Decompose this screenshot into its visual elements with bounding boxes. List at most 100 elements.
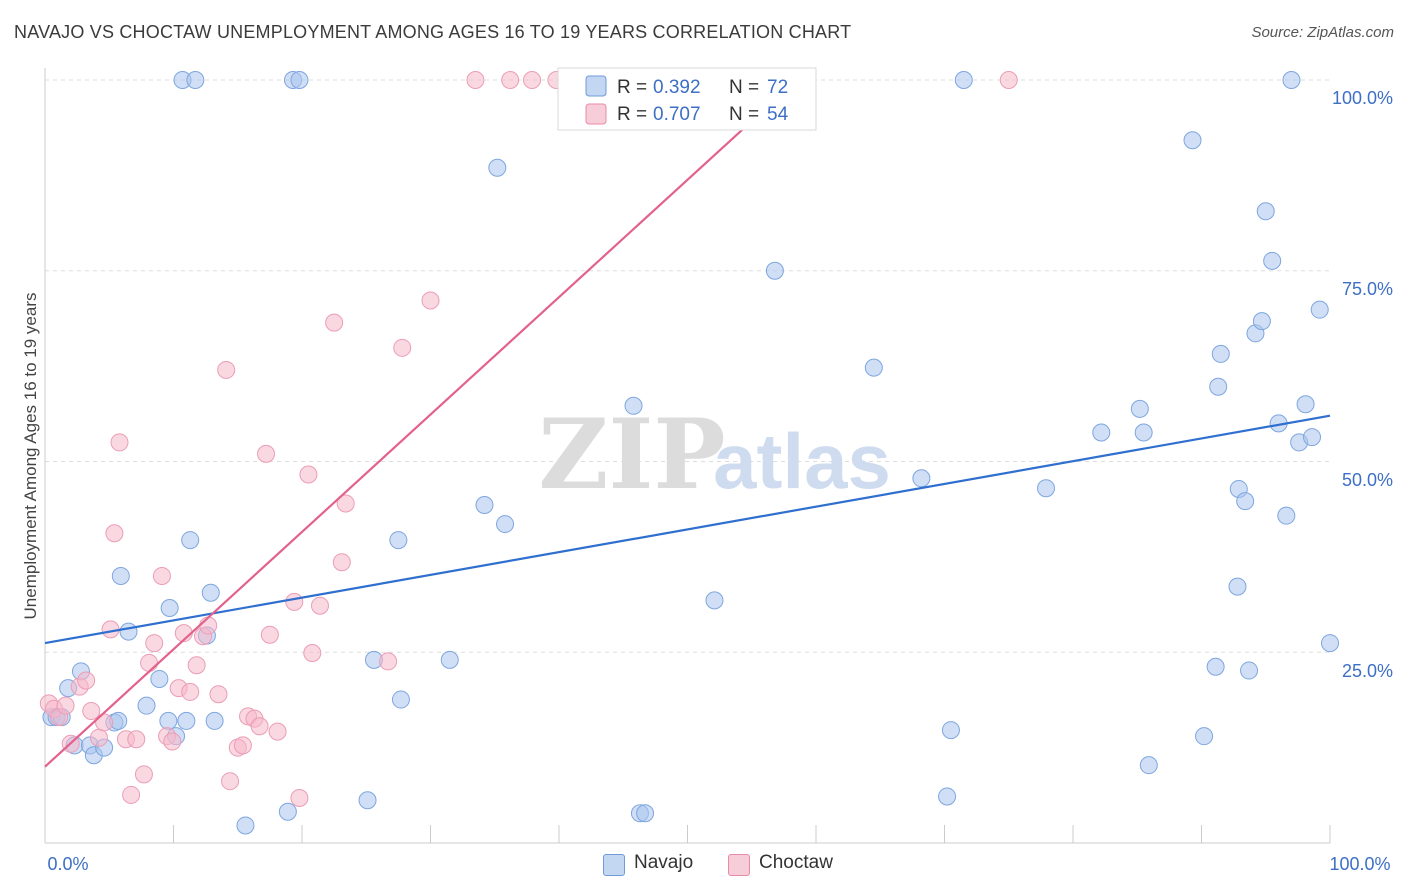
navajo-point (177, 711, 196, 730)
x-tick-label-max: 100.0% (1329, 854, 1390, 874)
legend-n-value-choctaw: 54 (767, 104, 789, 125)
bottom-legend-label-navajo: Navajo (634, 852, 694, 873)
choctaw-point (152, 566, 171, 585)
navajo-point (938, 787, 957, 806)
navajo-point (1303, 428, 1322, 447)
navajo-point (496, 515, 515, 534)
choctaw-point (163, 732, 182, 751)
navajo-point (1130, 399, 1149, 418)
navajo-point (1310, 300, 1329, 319)
navajo-point (1209, 377, 1228, 396)
legend-r-value-navajo: 0.392 (653, 77, 701, 98)
gridlines (45, 79, 1330, 653)
navajo-point (488, 158, 507, 177)
choctaw-trend-line (44, 79, 798, 768)
choctaw-point (145, 634, 164, 653)
choctaw-point (290, 788, 309, 807)
choctaw-point (250, 717, 269, 736)
legend-n-label-choctaw: N = (729, 104, 759, 125)
choctaw-point (140, 653, 159, 672)
choctaw-point (379, 652, 398, 671)
navajo-point (1240, 661, 1259, 680)
navajo-point (391, 690, 410, 709)
navajo-point (1211, 344, 1230, 363)
legend-swatch-choctaw (585, 103, 607, 125)
choctaw-point (303, 644, 322, 663)
choctaw-point (209, 685, 228, 704)
navajo-point (1139, 756, 1158, 775)
navajo-point (119, 622, 138, 641)
navajo-point (181, 531, 200, 550)
navajo-point (440, 650, 459, 669)
choctaw-point (336, 494, 355, 513)
choctaw-point (268, 722, 287, 741)
choctaw-point (310, 596, 329, 615)
choctaw-point (110, 433, 129, 452)
choctaw-point (187, 656, 206, 675)
choctaw-point (393, 338, 412, 357)
tick-labels: 0.0% 100.0% 25.0% 50.0% 75.0% 100.0% (47, 88, 1393, 874)
choctaw-point (523, 71, 542, 89)
choctaw-point (299, 465, 318, 484)
legend-r-label-navajo: R = (617, 77, 647, 98)
navajo-point (636, 804, 655, 823)
choctaw-point (199, 616, 218, 635)
navajo-point (1236, 492, 1255, 511)
navajo-point (1134, 423, 1153, 442)
legend-swatch-navajo (585, 75, 607, 97)
choctaw-point (421, 291, 440, 310)
navajo-point (160, 598, 179, 617)
choctaw-point (134, 765, 153, 784)
y-tick-label-25: 25.0% (1342, 661, 1393, 681)
navajo-point (1321, 634, 1339, 653)
bottom-legend-label-choctaw: Choctaw (759, 852, 833, 873)
navajo-point (236, 816, 255, 835)
choctaw-point (325, 313, 344, 332)
choctaw-point (217, 360, 236, 379)
navajo-point (765, 261, 784, 280)
navajo-point (111, 566, 130, 585)
x-tick-label-min: 0.0% (47, 854, 88, 874)
bottom-legend-swatch-choctaw (728, 854, 750, 876)
watermark: ZIP atlas (538, 398, 890, 511)
navajo-point (1263, 251, 1282, 270)
navajo-point (389, 531, 408, 550)
navajo-point (137, 696, 156, 715)
choctaw-point (501, 71, 520, 89)
navajo-point (1183, 131, 1202, 150)
choctaw-point (105, 524, 124, 543)
navajo-point (186, 71, 205, 89)
navajo-point (159, 711, 178, 730)
choctaw-point (95, 713, 114, 732)
chart-title: NAVAJO VS CHOCTAW UNEMPLOYMENT AMONG AGE… (14, 22, 852, 42)
navajo-point (475, 495, 494, 514)
navajo-point (1092, 423, 1111, 442)
legend-r-label-choctaw: R = (617, 104, 647, 125)
trend-lines (44, 79, 1331, 768)
navajo-point (624, 396, 643, 415)
navajo-point (201, 583, 220, 602)
navajo-trend-line (44, 414, 1331, 645)
choctaw-point (56, 696, 75, 715)
choctaw-point (181, 682, 200, 701)
navajo-point (1037, 479, 1056, 498)
navajo-point (1206, 657, 1225, 676)
navajo-point (864, 358, 883, 377)
navajo-point (705, 591, 724, 610)
navajo-point (941, 721, 960, 740)
navajo-point (1282, 71, 1301, 89)
choctaw-point (89, 728, 108, 747)
navajo-point (1228, 577, 1247, 596)
navajo-point (1195, 727, 1214, 746)
bottom-legend: Navajo Choctaw (0, 848, 1406, 880)
choctaw-point (332, 553, 351, 572)
navajo-point (912, 469, 931, 488)
navajo-point (150, 669, 169, 688)
choctaw-point (466, 71, 485, 89)
watermark-zip: ZIP (538, 398, 725, 511)
choctaw-point (77, 671, 96, 690)
choctaw-point (122, 785, 141, 804)
navajo-point (358, 791, 377, 810)
legend-n-value-navajo: 72 (767, 77, 788, 98)
